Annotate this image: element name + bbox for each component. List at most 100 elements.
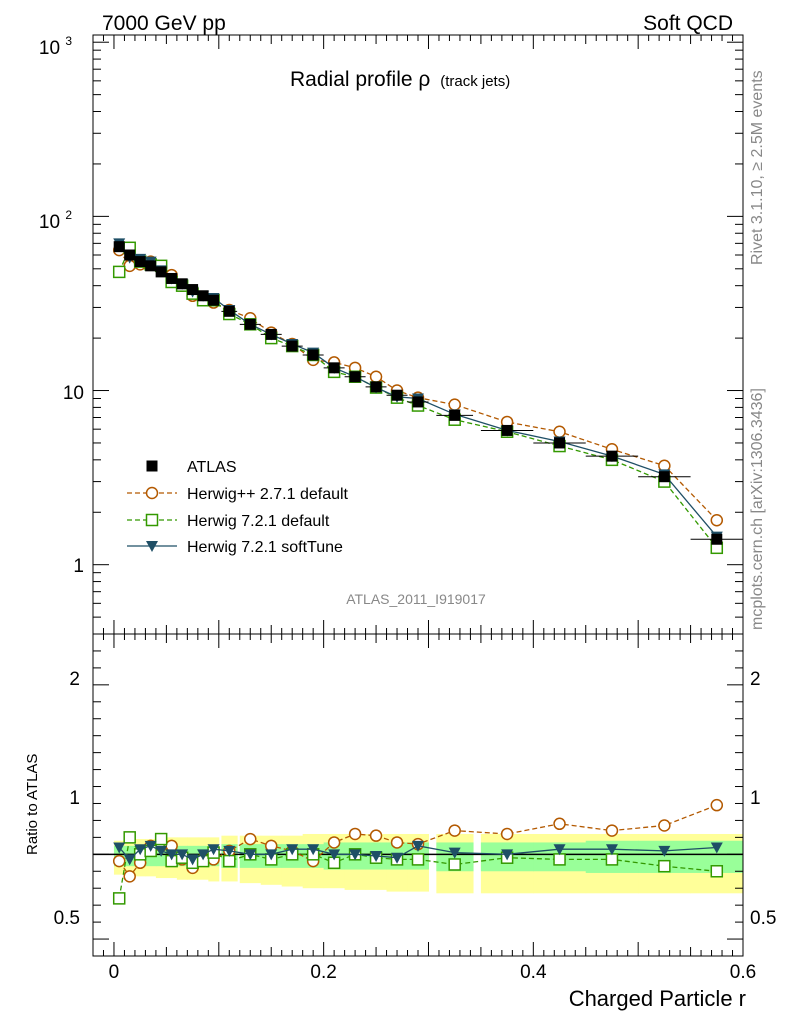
data-point xyxy=(286,844,299,856)
data-point xyxy=(265,849,278,861)
data-point xyxy=(658,845,671,857)
data-point xyxy=(113,241,125,253)
main-title: Radial profile ρ (track jets) xyxy=(290,68,510,91)
main-series-0 xyxy=(113,241,743,545)
main-y-tick-labels: 1 10 10 2 10 3 xyxy=(39,34,84,577)
x-tick-labels: 0 0.2 0.4 0.6 xyxy=(109,962,757,983)
data-point xyxy=(265,328,277,340)
data-point xyxy=(500,827,514,841)
data-point xyxy=(186,854,199,866)
ratio-tick-1-left: 1 xyxy=(69,788,80,809)
data-point xyxy=(553,853,566,866)
legend-item-herwigpp: Herwig++ 2.7.1 default xyxy=(127,486,349,503)
data-point xyxy=(166,272,178,284)
ratio-axes xyxy=(92,633,744,957)
data-point xyxy=(658,819,671,832)
data-point xyxy=(710,865,724,878)
legend-label-atlas: ATLAS xyxy=(187,459,237,476)
data-point xyxy=(349,371,361,383)
y-tick-base: 10 xyxy=(39,212,60,233)
data-point xyxy=(134,256,146,268)
data-point xyxy=(145,260,157,272)
legend-item-herwig721-default: Herwig 7.2.1 default xyxy=(127,513,330,530)
data-point xyxy=(412,396,424,408)
header-right: Soft QCD xyxy=(643,12,733,35)
data-point xyxy=(223,305,235,317)
data-point xyxy=(307,844,320,856)
x-tick-label: 0.6 xyxy=(730,962,756,983)
data-point xyxy=(710,842,723,854)
ratio-tick-05-right: 0.5 xyxy=(750,908,776,929)
legend-label-herwig721-softtune: Herwig 7.2.1 softTune xyxy=(187,539,343,556)
data-point xyxy=(112,892,126,905)
data-point xyxy=(154,832,168,846)
ratio-tick-05-left: 0.5 xyxy=(54,908,80,929)
legend-symbol xyxy=(145,486,159,500)
ratio-y-axis-title: Ratio to ATLAS xyxy=(24,754,41,855)
data-point xyxy=(244,832,257,846)
main-axes xyxy=(92,35,744,635)
data-point xyxy=(307,349,319,361)
y-tick-exponent: 2 xyxy=(65,208,72,222)
y-tick-label-100: 10 2 xyxy=(39,208,72,233)
data-point xyxy=(554,437,566,449)
data-point xyxy=(606,450,618,462)
data-point xyxy=(391,852,404,864)
data-point xyxy=(448,847,461,859)
legend-item-atlas: ATLAS xyxy=(146,459,237,476)
data-point xyxy=(155,266,167,278)
analysis-label: ATLAS_2011_I919017 xyxy=(346,591,486,607)
data-point xyxy=(710,513,724,527)
main-series-layer xyxy=(112,238,743,555)
ratio-frame xyxy=(92,633,744,957)
ratio-tick-2-left: 2 xyxy=(69,669,80,690)
data-point xyxy=(448,398,461,411)
data-point xyxy=(411,853,425,866)
data-point xyxy=(208,294,220,306)
legend-marker-herwig721-default xyxy=(127,513,177,527)
legend-symbol xyxy=(146,541,158,552)
rivet-label: Rivet 3.1.10, ≥ 2.5M events xyxy=(749,70,766,265)
data-point xyxy=(176,278,188,290)
series-line xyxy=(118,249,718,521)
main-title-text: Radial profile ρ xyxy=(290,68,430,91)
data-point xyxy=(113,842,126,854)
data-point xyxy=(553,844,566,856)
data-point xyxy=(349,849,362,861)
legend-marker-atlas xyxy=(146,460,158,472)
y-tick-label-1000: 10 3 xyxy=(39,34,72,59)
data-point xyxy=(449,409,461,421)
data-point xyxy=(448,858,461,871)
y-tick-exponent: 3 xyxy=(65,34,72,48)
data-point xyxy=(223,845,236,857)
legend-item-herwig721-softtune: Herwig 7.2.1 softTune xyxy=(127,539,343,556)
legend-label-herwigpp: Herwig++ 2.7.1 default xyxy=(187,486,349,503)
data-point xyxy=(328,362,340,374)
data-point xyxy=(328,849,341,861)
data-point xyxy=(112,854,126,868)
y-tick-label-10: 10 xyxy=(63,383,84,404)
data-point xyxy=(605,844,618,856)
data-point xyxy=(711,533,723,545)
data-point xyxy=(605,824,619,837)
data-point xyxy=(412,840,424,852)
data-point xyxy=(348,827,362,841)
data-point xyxy=(327,836,341,849)
data-point xyxy=(391,389,403,401)
legend-marker-herwig721-softtune xyxy=(127,541,177,552)
x-tick-label: 0 xyxy=(109,962,120,983)
x-axis-title: Charged Particle r xyxy=(569,986,746,1011)
legend: ATLAS Herwig++ 2.7.1 default Herwig 7.2.… xyxy=(127,459,349,556)
data-point xyxy=(370,381,382,393)
data-point xyxy=(369,829,383,842)
legend-label-herwig721-default: Herwig 7.2.1 default xyxy=(187,513,330,530)
data-point xyxy=(223,854,236,868)
data-point xyxy=(370,851,383,863)
data-point xyxy=(123,854,136,866)
main-series-1 xyxy=(112,243,724,527)
x-tick-label: 0.4 xyxy=(520,962,547,983)
legend-symbol xyxy=(146,460,158,472)
data-point xyxy=(134,844,147,856)
data-point xyxy=(187,284,199,296)
y-tick-base: 10 xyxy=(39,38,60,59)
